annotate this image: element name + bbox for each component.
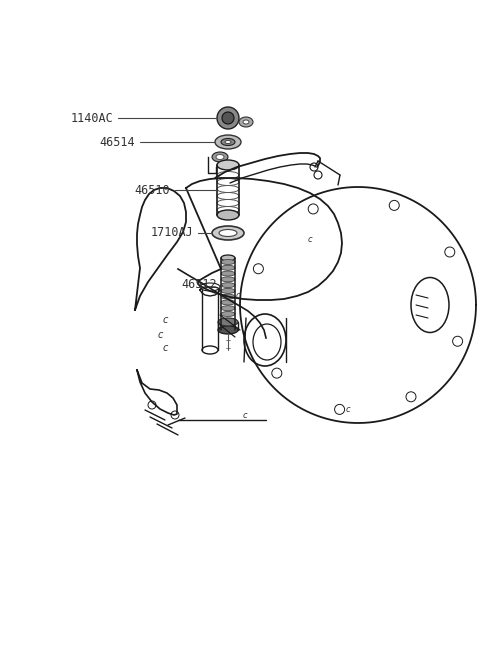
Text: c: c bbox=[162, 343, 168, 353]
Text: c: c bbox=[162, 315, 168, 325]
Circle shape bbox=[222, 112, 234, 124]
Text: 46514: 46514 bbox=[99, 135, 135, 148]
Ellipse shape bbox=[215, 135, 241, 149]
Ellipse shape bbox=[212, 152, 228, 162]
Ellipse shape bbox=[243, 120, 249, 124]
Ellipse shape bbox=[221, 277, 235, 282]
Ellipse shape bbox=[221, 311, 235, 317]
Text: 46510: 46510 bbox=[134, 183, 170, 196]
Ellipse shape bbox=[221, 265, 235, 270]
Ellipse shape bbox=[216, 154, 224, 160]
Text: c: c bbox=[243, 411, 247, 420]
Ellipse shape bbox=[221, 300, 235, 305]
Text: c: c bbox=[346, 405, 350, 415]
Circle shape bbox=[217, 107, 239, 129]
Ellipse shape bbox=[217, 160, 239, 170]
Ellipse shape bbox=[221, 260, 235, 265]
Ellipse shape bbox=[218, 318, 238, 326]
Ellipse shape bbox=[219, 229, 237, 237]
Text: 1710AJ: 1710AJ bbox=[150, 227, 193, 240]
Text: 1140AC: 1140AC bbox=[70, 112, 113, 124]
Text: c: c bbox=[157, 330, 163, 340]
Text: 46512: 46512 bbox=[181, 279, 217, 292]
Ellipse shape bbox=[221, 255, 235, 261]
Text: c: c bbox=[308, 235, 312, 244]
Ellipse shape bbox=[239, 117, 253, 127]
Ellipse shape bbox=[221, 271, 235, 276]
Text: c: c bbox=[236, 292, 240, 300]
Ellipse shape bbox=[221, 288, 235, 294]
Ellipse shape bbox=[225, 141, 231, 143]
Ellipse shape bbox=[221, 294, 235, 299]
Ellipse shape bbox=[221, 139, 235, 145]
Ellipse shape bbox=[221, 283, 235, 288]
Ellipse shape bbox=[218, 326, 238, 334]
Ellipse shape bbox=[212, 226, 244, 240]
Ellipse shape bbox=[217, 210, 239, 220]
Ellipse shape bbox=[221, 306, 235, 311]
